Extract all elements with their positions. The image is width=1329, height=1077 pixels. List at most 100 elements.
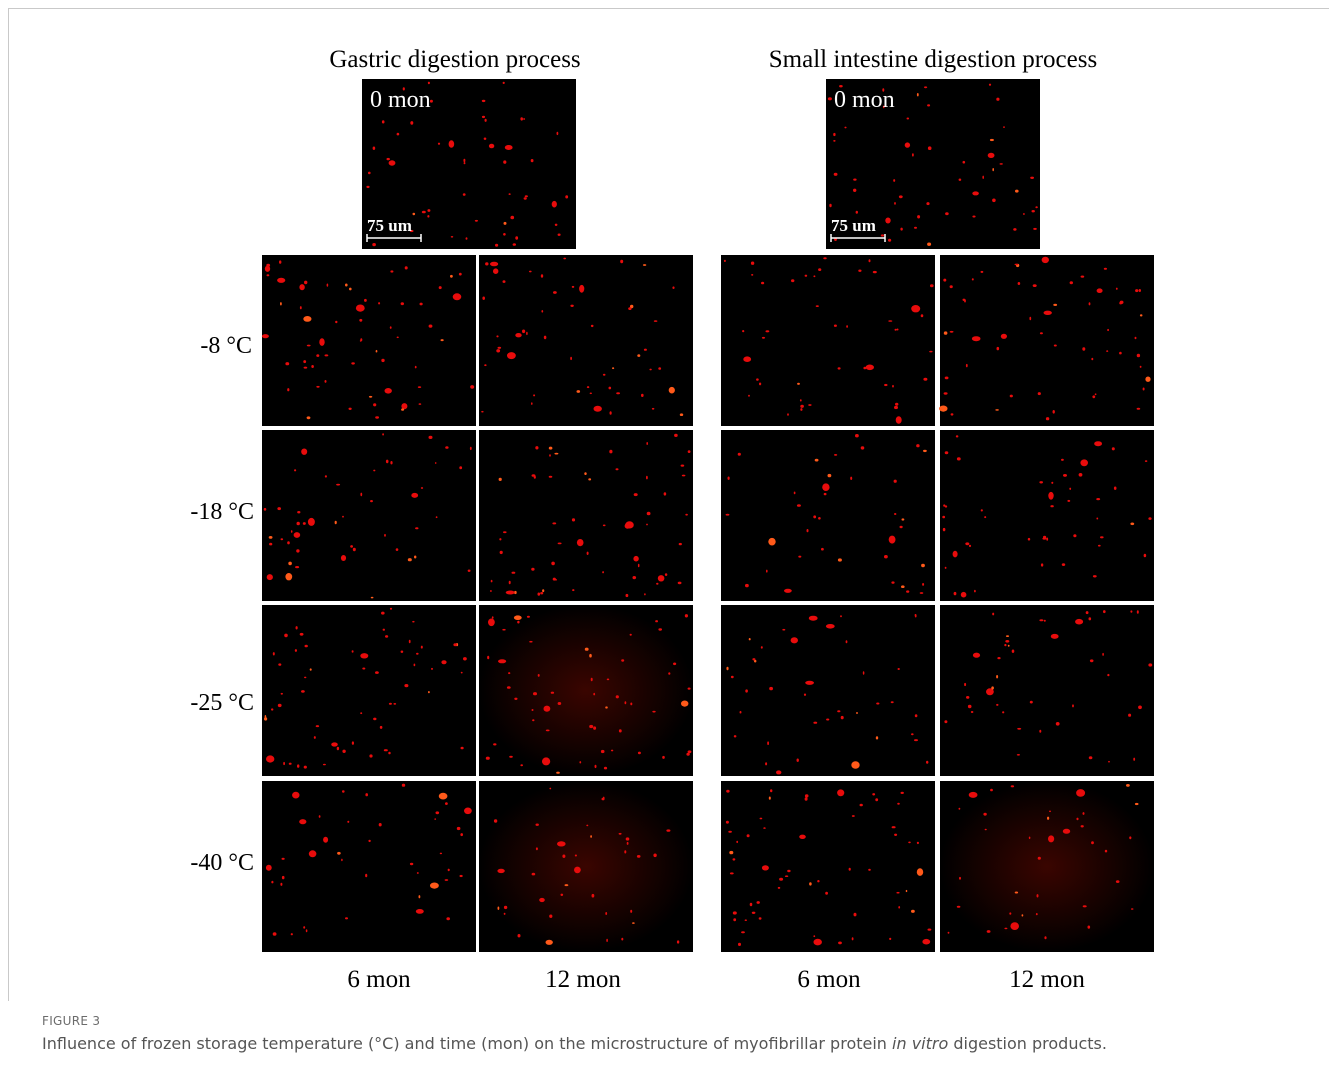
particle — [271, 708, 273, 710]
particle — [553, 291, 557, 294]
micrograph — [940, 781, 1154, 952]
particle — [621, 659, 624, 661]
particle — [381, 359, 384, 362]
particle — [1042, 538, 1046, 540]
particle — [342, 516, 344, 518]
particle — [1128, 714, 1131, 717]
particle — [565, 884, 569, 886]
particle — [658, 367, 661, 370]
particle — [411, 493, 418, 498]
particle — [1120, 301, 1124, 304]
particle — [1108, 761, 1110, 763]
particle — [484, 364, 486, 366]
particle — [873, 271, 877, 273]
particle — [445, 879, 449, 881]
particle — [668, 672, 670, 675]
particle — [643, 264, 646, 266]
particle — [1004, 928, 1007, 930]
particle — [349, 288, 352, 291]
particle — [992, 199, 996, 203]
particle — [1036, 913, 1038, 915]
particle — [428, 691, 430, 693]
particle — [688, 750, 692, 753]
particle — [540, 592, 543, 594]
particle — [1044, 936, 1046, 939]
column-label: 12 mon — [1009, 966, 1085, 993]
particle — [1144, 554, 1147, 558]
particle — [266, 264, 270, 267]
particle — [418, 386, 421, 388]
particle — [1105, 850, 1107, 853]
particle — [1088, 926, 1091, 929]
particle — [420, 303, 423, 306]
particle — [385, 635, 388, 638]
particle — [893, 179, 895, 182]
particle — [748, 395, 750, 397]
particle — [813, 722, 817, 724]
particle — [896, 416, 902, 423]
particle — [1083, 905, 1087, 907]
particle — [303, 522, 306, 525]
particle — [316, 725, 319, 727]
particle — [794, 492, 796, 495]
particle — [658, 628, 662, 630]
particle — [805, 794, 809, 797]
scale-bar-label: 75 um — [367, 216, 412, 235]
particle — [860, 804, 863, 807]
particle — [577, 539, 584, 546]
page-body: Gastric digestion process Small intestin… — [0, 0, 1329, 1077]
particle — [1040, 332, 1043, 334]
particle — [390, 270, 393, 272]
particle — [371, 597, 374, 599]
particle — [520, 764, 523, 766]
particle — [494, 819, 497, 822]
particle — [813, 275, 815, 277]
particle — [881, 234, 884, 236]
particle — [295, 649, 297, 652]
particle — [620, 260, 623, 263]
particle — [759, 917, 762, 919]
particle — [369, 754, 372, 757]
particle — [362, 668, 365, 670]
particle — [951, 413, 954, 415]
particle — [308, 518, 315, 526]
particle — [876, 703, 879, 705]
particle — [482, 116, 485, 118]
particle — [303, 926, 305, 929]
particle — [974, 590, 976, 593]
particle — [884, 384, 887, 386]
particle — [1096, 518, 1098, 520]
particle — [408, 558, 412, 561]
particle — [678, 582, 682, 585]
particle — [898, 668, 900, 670]
particle — [852, 937, 854, 940]
particle — [906, 890, 908, 892]
particle — [264, 508, 267, 511]
particle — [1069, 488, 1071, 490]
particle — [1038, 857, 1041, 860]
particle — [637, 354, 640, 357]
particle — [299, 284, 304, 290]
column-label: 6 mon — [347, 966, 411, 993]
particle — [438, 143, 440, 145]
particle — [492, 616, 494, 619]
particle — [262, 334, 269, 338]
particle — [1053, 304, 1057, 306]
particle — [1072, 704, 1074, 707]
particle — [818, 517, 821, 520]
particle — [428, 82, 430, 85]
particle — [1039, 619, 1043, 621]
particle — [849, 868, 851, 871]
particle — [1000, 163, 1003, 165]
particle — [514, 698, 517, 700]
particle — [891, 581, 894, 583]
particle — [503, 82, 505, 84]
particle — [767, 741, 769, 745]
particle — [752, 912, 756, 914]
micrograph — [262, 781, 476, 952]
particle — [351, 362, 355, 364]
particle — [287, 388, 289, 391]
particle — [787, 413, 789, 416]
particle — [1041, 563, 1043, 566]
particle — [901, 585, 905, 588]
